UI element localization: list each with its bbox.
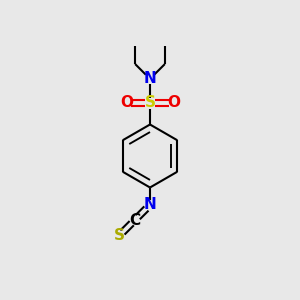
Text: N: N [144, 71, 156, 86]
Text: C: C [129, 213, 140, 228]
Text: O: O [167, 95, 180, 110]
Text: S: S [145, 95, 155, 110]
Text: O: O [120, 95, 133, 110]
Text: S: S [114, 228, 125, 243]
Text: N: N [144, 197, 156, 212]
